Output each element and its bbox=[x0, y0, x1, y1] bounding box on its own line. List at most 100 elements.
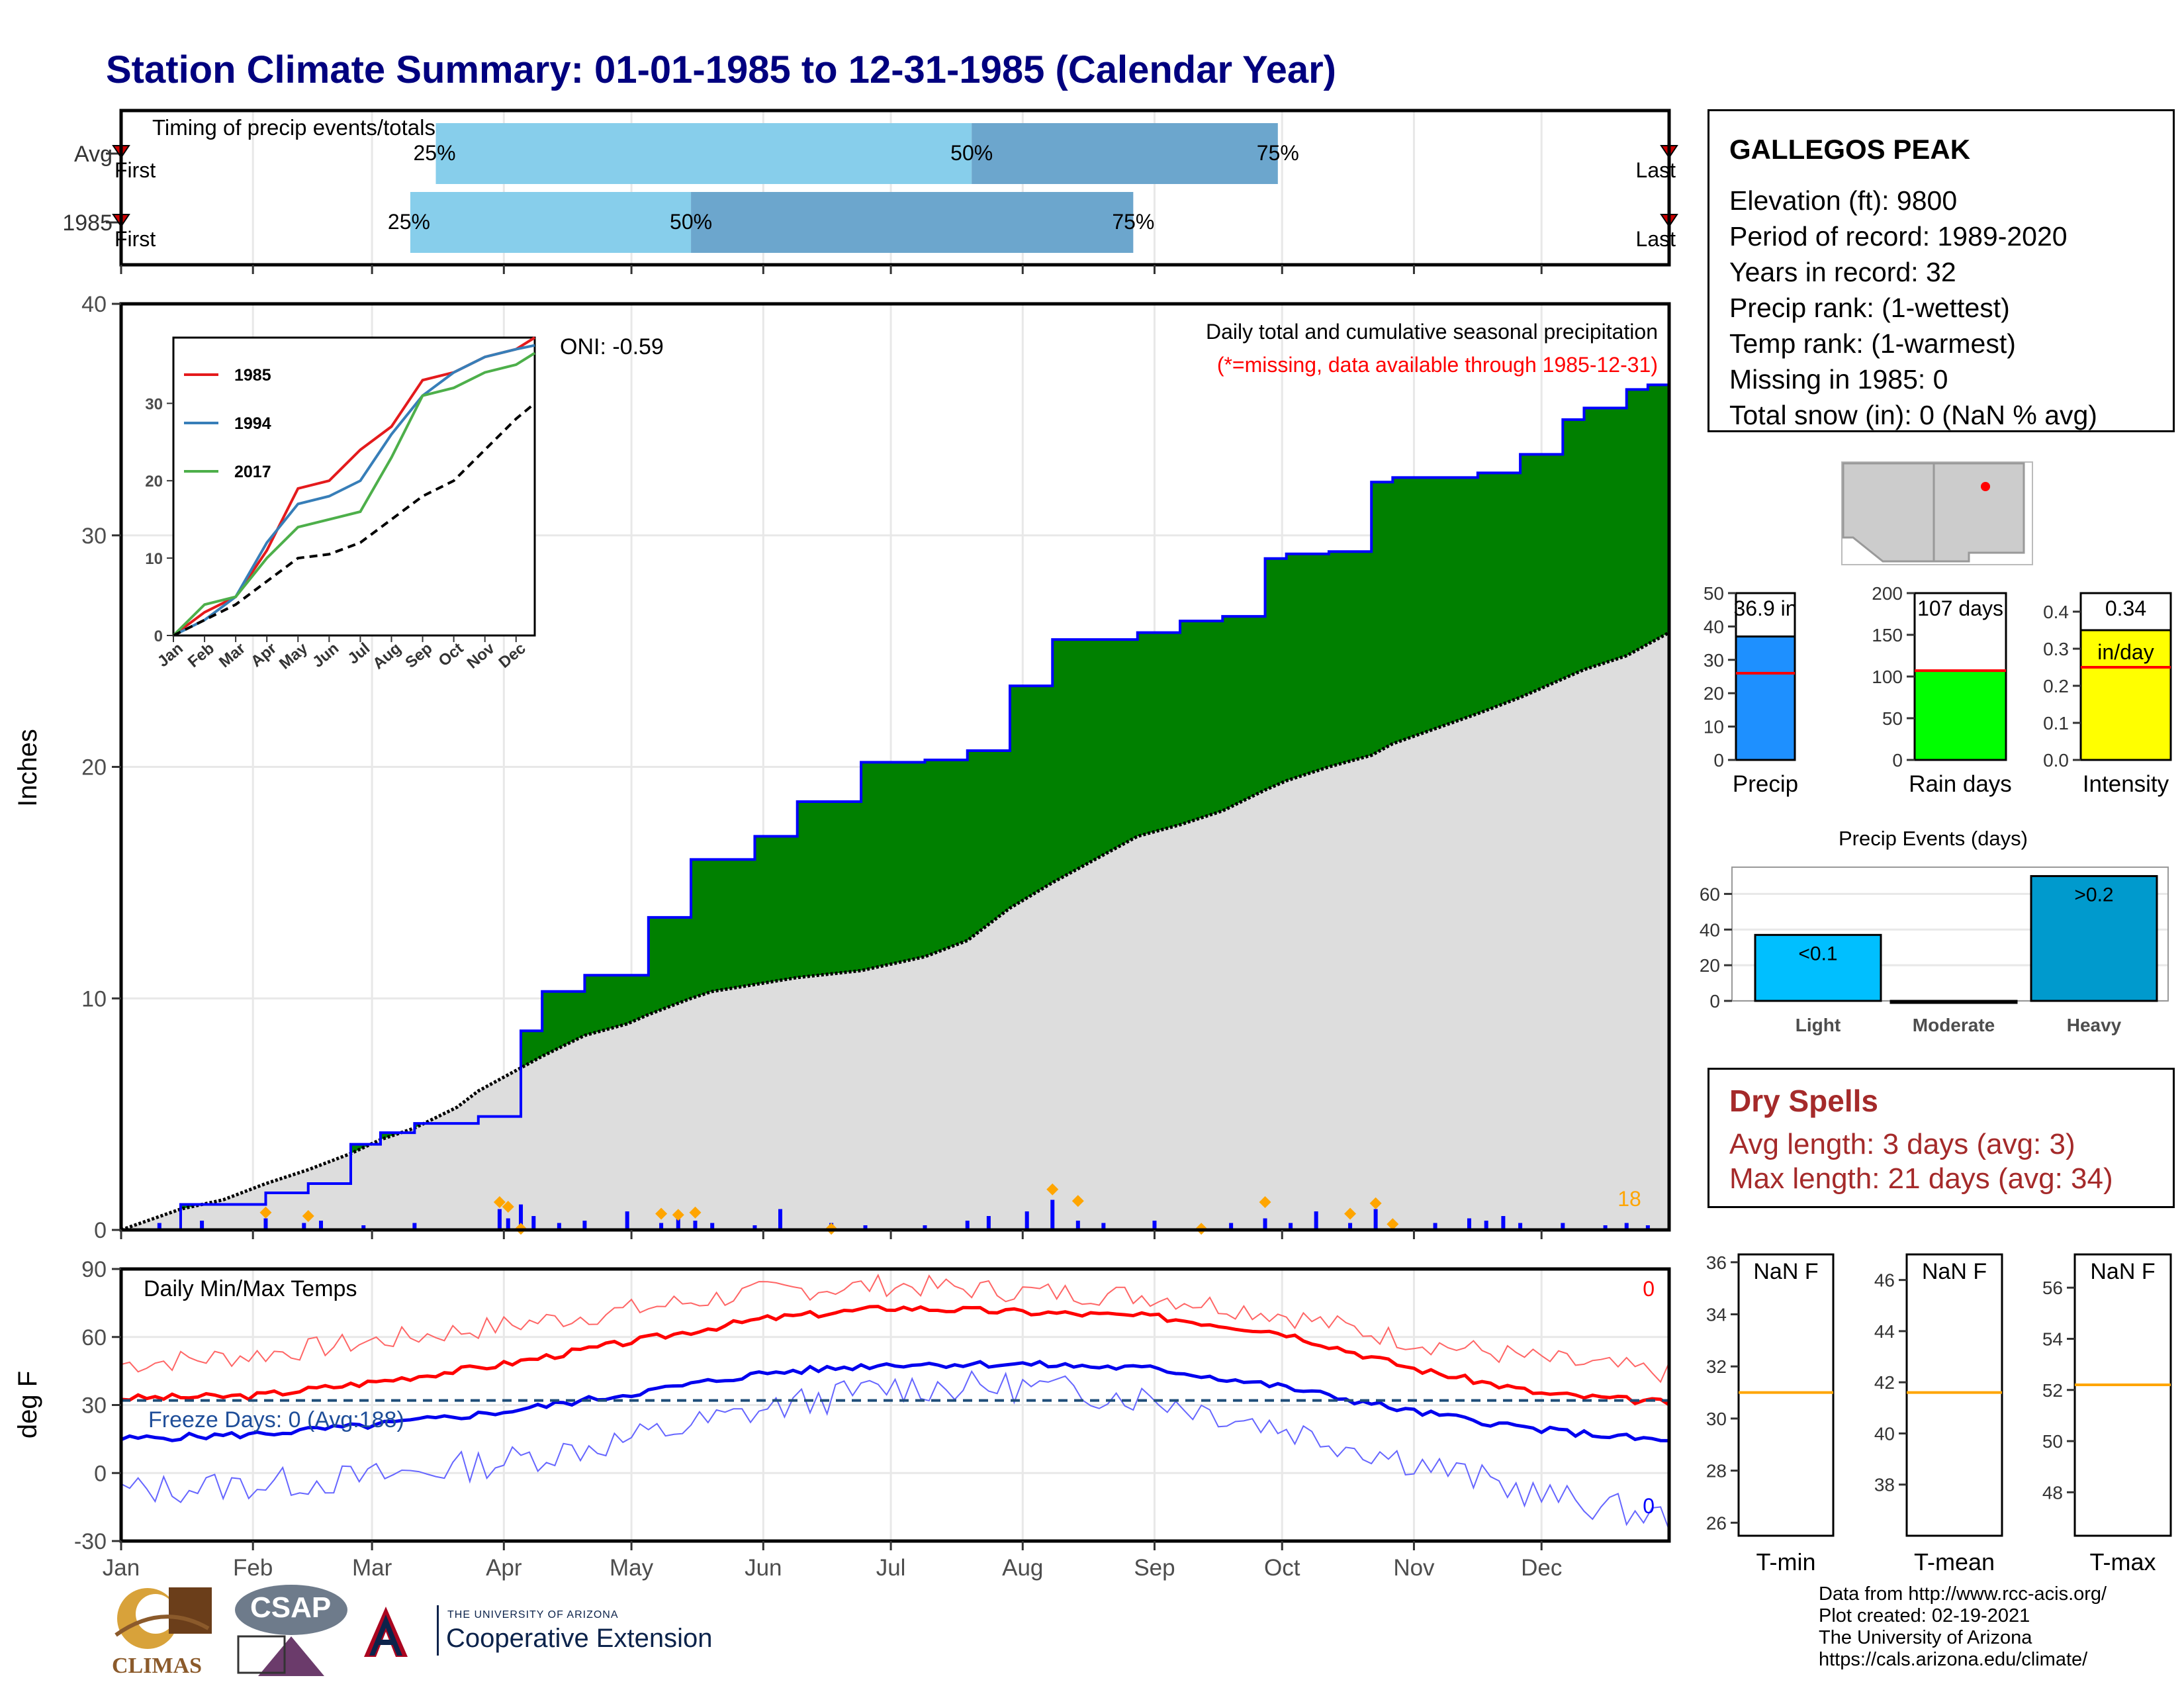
station-info-box: GALLEGOS PEAK Elevation (ft): 9800 Perio… bbox=[1707, 109, 2175, 432]
ua-big-text: Cooperative Extension bbox=[446, 1624, 713, 1653]
oni-label: ONI: -0.59 bbox=[560, 334, 664, 359]
daily-precip-bar bbox=[1603, 1225, 1608, 1230]
daily-precip-bar bbox=[778, 1209, 783, 1230]
mini-chart-unit-label: in/day bbox=[2097, 640, 2154, 664]
ua-logo: THE UNIVERSITY OF ARIZONA Cooperative Ex… bbox=[363, 1605, 740, 1658]
events-y-tick-label: 0 bbox=[1709, 991, 1720, 1011]
temp-box-y-tick-label: 44 bbox=[1874, 1321, 1895, 1342]
daily-precip-bar bbox=[1373, 1209, 1378, 1230]
extreme-event-marker bbox=[502, 1201, 514, 1213]
mini-chart-y-tick-label: 200 bbox=[1872, 583, 1903, 604]
mini-chart-value-label: 107 days bbox=[1917, 596, 2003, 620]
daily-precip-bar bbox=[497, 1209, 502, 1230]
max-record-count: 0 bbox=[1643, 1277, 1655, 1301]
mini-chart-x-label: Precip bbox=[1733, 771, 1798, 797]
mini-chart-y-tick-label: 30 bbox=[1704, 650, 1724, 671]
daily-precip-bar bbox=[1624, 1223, 1629, 1230]
event-category-label: Light bbox=[1796, 1015, 1841, 1035]
timing-frame bbox=[119, 109, 1671, 267]
extreme-event-marker bbox=[655, 1207, 668, 1220]
daily-precip-bar bbox=[1075, 1221, 1080, 1230]
temp-y-tick-label: -30 bbox=[74, 1529, 107, 1554]
mini-chart-y-tick-label: 0.1 bbox=[2043, 713, 2069, 733]
temp-y-tick-label: 60 bbox=[81, 1325, 107, 1350]
daily-precip-bar bbox=[412, 1223, 417, 1230]
daily-precip-bar bbox=[659, 1223, 664, 1230]
extreme-event-marker bbox=[1071, 1195, 1084, 1207]
mini-chart-y-tick-label: 0.3 bbox=[2043, 639, 2069, 659]
credit-line: https://cals.arizona.edu/climate/ bbox=[1819, 1649, 2088, 1670]
mini-chart-bar bbox=[1735, 635, 1796, 761]
daily-precip-bar bbox=[531, 1216, 536, 1230]
mini-chart-value-label: 36.9 in bbox=[1733, 596, 1797, 620]
temp-box-x-label: T-max bbox=[2089, 1548, 2156, 1575]
temp-box-y-tick-label: 30 bbox=[1706, 1409, 1727, 1429]
extreme-event-marker bbox=[1369, 1197, 1382, 1209]
temp-box-y-tick-label: 50 bbox=[2042, 1431, 2063, 1452]
precip-y-tick-label: 0 bbox=[94, 1218, 107, 1243]
daily-precip-bar bbox=[582, 1221, 587, 1230]
temp-box-x-label: T-min bbox=[1756, 1548, 1816, 1575]
dry-spells-avg: Avg length: 3 days (avg: 3) bbox=[1729, 1128, 2075, 1160]
daily-precip-bar bbox=[263, 1218, 268, 1230]
temp-box-y-tick-label: 52 bbox=[2042, 1380, 2063, 1401]
avg-max-temp-line bbox=[120, 1305, 1670, 1407]
inset-y-tick-label: 0 bbox=[154, 628, 163, 645]
daily-precip-bar bbox=[923, 1225, 927, 1230]
daily-precip-bar bbox=[965, 1221, 970, 1230]
inset-series-line bbox=[172, 352, 536, 637]
new-mexico-shape bbox=[1933, 462, 2025, 563]
record-max-temp-line bbox=[120, 1274, 1670, 1383]
mini-chart-y-tick-label: 50 bbox=[1704, 583, 1724, 604]
daily-precip-bar bbox=[863, 1225, 868, 1230]
temp-panel-title: Daily Min/Max Temps bbox=[144, 1276, 357, 1301]
month-tick-label: Jun bbox=[745, 1555, 782, 1581]
temp-box-value: NaN F bbox=[1753, 1259, 1818, 1284]
daily-precip-bar bbox=[1050, 1199, 1055, 1230]
inset-frame bbox=[172, 336, 536, 637]
extreme-event-marker bbox=[1387, 1218, 1399, 1231]
precip-y-tick-label: 10 bbox=[81, 986, 107, 1011]
temp-box-value: NaN F bbox=[1922, 1259, 1987, 1284]
ua-small-text: THE UNIVERSITY OF ARIZONA bbox=[447, 1609, 619, 1620]
mini-chart-y-tick-label: 0.4 bbox=[2043, 602, 2069, 622]
record-min-temp-line bbox=[120, 1370, 1670, 1530]
month-tick-label: Nov bbox=[1393, 1555, 1435, 1581]
mini-chart-bar bbox=[1913, 669, 2007, 761]
credit-line: Plot created: 02-19-2021 bbox=[1819, 1605, 2030, 1626]
events-title: Precip Events (days) bbox=[1839, 827, 2028, 850]
timing-bar-q1 bbox=[410, 192, 692, 253]
month-tick-label: Feb bbox=[233, 1555, 273, 1581]
credit-line: Data from http://www.rcc-acis.org/ bbox=[1819, 1583, 2107, 1605]
extreme-event-marker bbox=[259, 1206, 272, 1219]
station-location-marker bbox=[1981, 482, 1990, 491]
info-temp-rank: Temp rank: (1-warmest) bbox=[1729, 328, 2016, 359]
dry-spells-title: Dry Spells bbox=[1729, 1084, 1878, 1118]
temp-box-y-tick-label: 48 bbox=[2042, 1482, 2063, 1503]
daily-precip-bar bbox=[361, 1225, 366, 1230]
extreme-event-marker bbox=[302, 1210, 314, 1223]
temp-box-y-tick-label: 42 bbox=[1874, 1372, 1895, 1393]
timing-label-25: 25% bbox=[413, 141, 455, 165]
month-tick-label: Dec bbox=[1521, 1555, 1562, 1581]
daily-precip-bar bbox=[302, 1223, 306, 1230]
daily-precip-bar bbox=[693, 1221, 698, 1230]
event-bar-label: <0.1 bbox=[1798, 943, 1837, 964]
temp-box-y-tick-label: 54 bbox=[2042, 1329, 2063, 1350]
precip-note: Daily total and cumulative seasonal prec… bbox=[1206, 320, 1658, 344]
csap-emblem bbox=[235, 1585, 347, 1676]
daily-precip-bar bbox=[1289, 1223, 1293, 1230]
dry-spells-box: Dry Spells Avg length: 3 days (avg: 3) M… bbox=[1707, 1068, 2175, 1208]
daily-precip-bar bbox=[200, 1221, 205, 1230]
mini-chart-y-tick-label: 0.0 bbox=[2043, 750, 2069, 771]
extreme-event-marker bbox=[1046, 1183, 1059, 1196]
temp-y-tick-label: 0 bbox=[94, 1461, 107, 1486]
daily-precip-bar bbox=[1314, 1211, 1318, 1230]
precip-missing-note: (*=missing, data available through 1985-… bbox=[1217, 353, 1658, 377]
temp-y-tick-label: 90 bbox=[81, 1257, 107, 1282]
ua-divider bbox=[437, 1605, 439, 1656]
daily-precip-bar bbox=[1467, 1218, 1471, 1230]
credit-line: The University of Arizona bbox=[1819, 1627, 2032, 1648]
cumulative-1985-line bbox=[121, 375, 1670, 1231]
mini-chart-y-tick-label: 10 bbox=[1704, 717, 1724, 737]
